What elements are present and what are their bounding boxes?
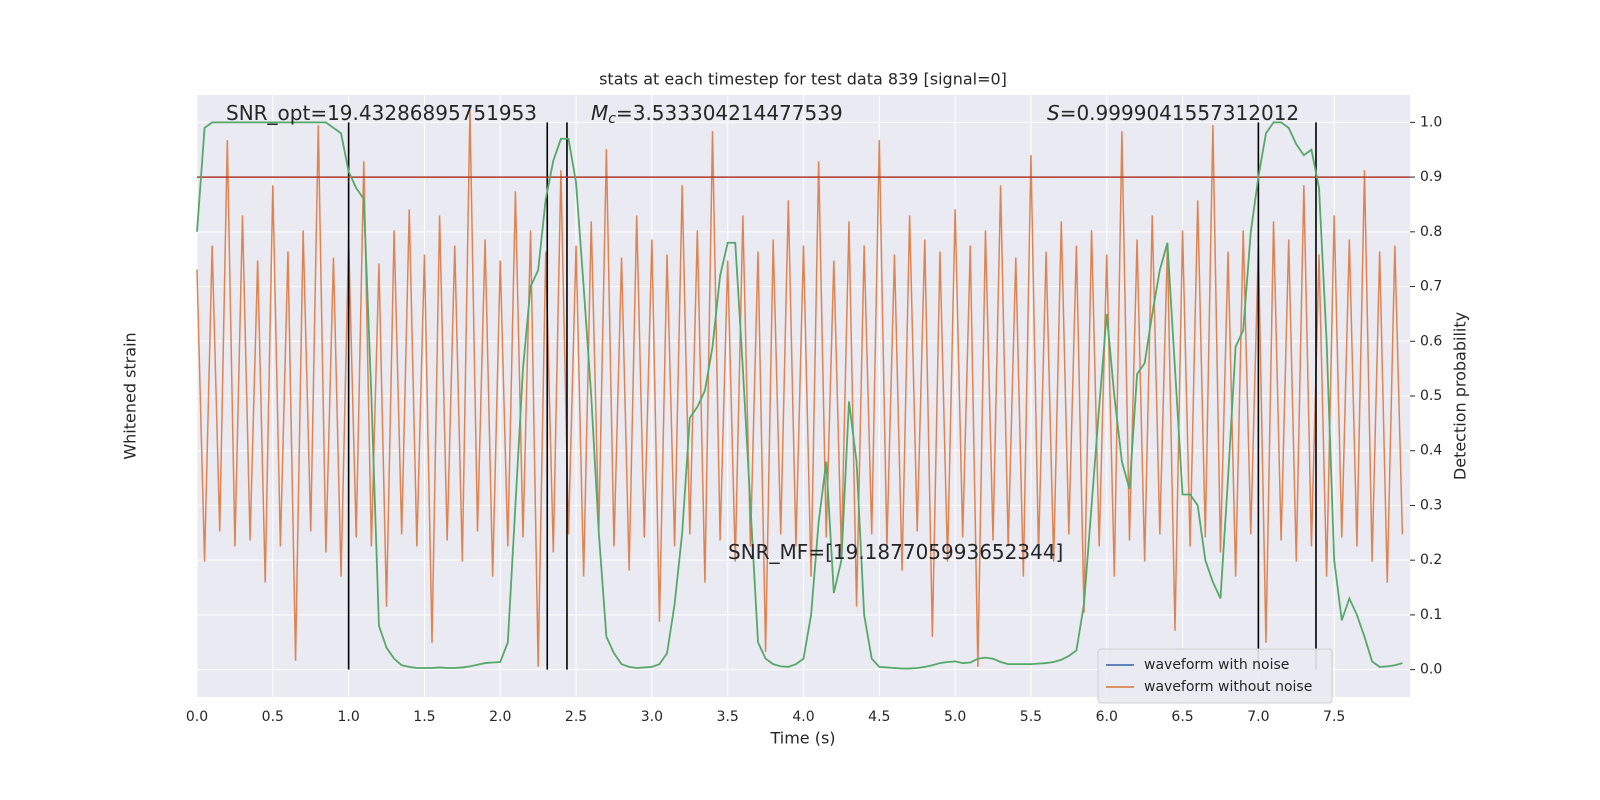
y2-tick-label: 0.8 bbox=[1420, 224, 1442, 240]
annotation: SNR_MF=[19.187705993652344] bbox=[728, 540, 1063, 564]
annotation-symbol: S bbox=[1047, 101, 1060, 125]
annotation-text: =3.533304214477539 bbox=[616, 101, 843, 125]
annotation-text: =0.9999041557312012 bbox=[1060, 101, 1299, 125]
y2-tick-label: 0.9 bbox=[1420, 169, 1442, 185]
y2-tick-label: 0.6 bbox=[1420, 333, 1442, 349]
x-tick-label: 3.5 bbox=[717, 709, 739, 725]
x-tick-label: 0.5 bbox=[262, 709, 284, 725]
x-tick-label: 7.0 bbox=[1247, 709, 1269, 725]
x-tick-label: 2.5 bbox=[565, 709, 587, 725]
y2-tick-label: 0.0 bbox=[1420, 662, 1442, 678]
annotation: Mc=3.533304214477539 bbox=[591, 101, 843, 128]
x-tick-label: 2.0 bbox=[489, 709, 511, 725]
annotation-subscript: c bbox=[608, 111, 616, 127]
annotation-text: SNR_MF=[19.187705993652344] bbox=[728, 540, 1063, 564]
x-tick-label: 3.0 bbox=[641, 709, 663, 725]
y2-tick-label: 0.4 bbox=[1420, 443, 1442, 459]
x-tick-label: 1.5 bbox=[413, 709, 435, 725]
annotation-symbol: M bbox=[591, 101, 608, 125]
y2-tick-label: 0.2 bbox=[1420, 552, 1442, 568]
x-tick-label: 4.5 bbox=[868, 709, 890, 725]
x-tick-label: 7.5 bbox=[1323, 709, 1345, 725]
probability-line bbox=[196, 121, 1403, 670]
waveform-line bbox=[196, 110, 1404, 667]
x-tick-label: 0.0 bbox=[186, 709, 208, 725]
annotation-text: SNR_opt=19.43286895751953 bbox=[226, 101, 537, 125]
x-tick-label: 6.0 bbox=[1096, 709, 1118, 725]
annotation: S=0.9999041557312012 bbox=[1047, 101, 1299, 125]
x-tick-label: 6.5 bbox=[1171, 709, 1193, 725]
y2-axis-label: Detection probability bbox=[1451, 312, 1470, 480]
x-tick-label: 5.0 bbox=[944, 709, 966, 725]
y2-tick-label: 0.5 bbox=[1420, 388, 1442, 404]
x-tick-label: 1.0 bbox=[337, 709, 359, 725]
y-axis-label: Whitened strain bbox=[121, 332, 140, 459]
y2-tick-label: 1.0 bbox=[1420, 114, 1442, 130]
y2-tick-label: 0.1 bbox=[1420, 607, 1442, 623]
chart-title: stats at each timestep for test data 839… bbox=[599, 70, 1007, 89]
legend-box bbox=[1097, 648, 1333, 704]
y2-tick-label: 0.3 bbox=[1420, 497, 1442, 513]
legend-label: waveform without noise bbox=[1144, 679, 1312, 695]
annotation: SNR_opt=19.43286895751953 bbox=[226, 101, 537, 125]
x-axis-label: Time (s) bbox=[769, 729, 835, 748]
y2-tick-label: 0.7 bbox=[1420, 279, 1442, 295]
x-tick-label: 5.5 bbox=[1020, 709, 1042, 725]
legend-label: waveform with noise bbox=[1144, 657, 1289, 673]
x-tick-label: 4.0 bbox=[792, 709, 814, 725]
